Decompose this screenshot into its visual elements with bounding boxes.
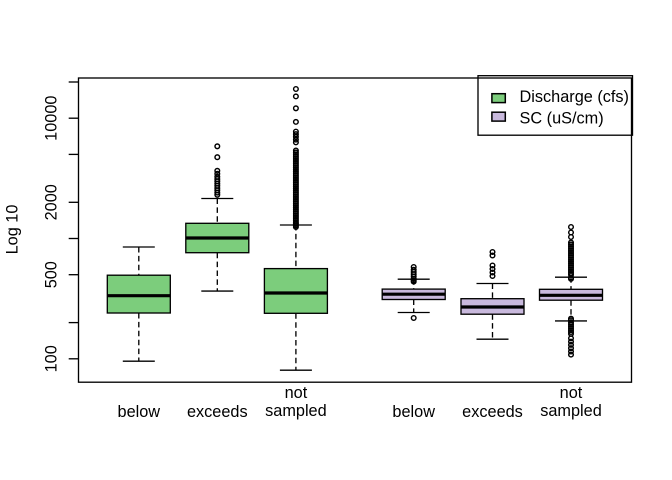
- svg-text:2000: 2000: [43, 184, 61, 220]
- svg-text:below: below: [392, 403, 435, 421]
- svg-text:500: 500: [42, 261, 60, 288]
- svg-text:sampled: sampled: [540, 402, 602, 420]
- svg-text:Log 10: Log 10: [4, 205, 22, 255]
- svg-text:exceeds: exceeds: [462, 403, 523, 421]
- svg-text:exceeds: exceeds: [187, 403, 248, 421]
- svg-text:sampled: sampled: [265, 402, 327, 420]
- svg-text:100: 100: [43, 345, 61, 372]
- svg-text:Discharge (cfs): Discharge (cfs): [520, 88, 629, 106]
- svg-text:below: below: [118, 403, 161, 421]
- svg-text:SC (uS/cm): SC (uS/cm): [520, 110, 604, 128]
- svg-text:10000: 10000: [43, 96, 61, 141]
- svg-text:not: not: [285, 384, 308, 402]
- svg-text:not: not: [560, 384, 583, 402]
